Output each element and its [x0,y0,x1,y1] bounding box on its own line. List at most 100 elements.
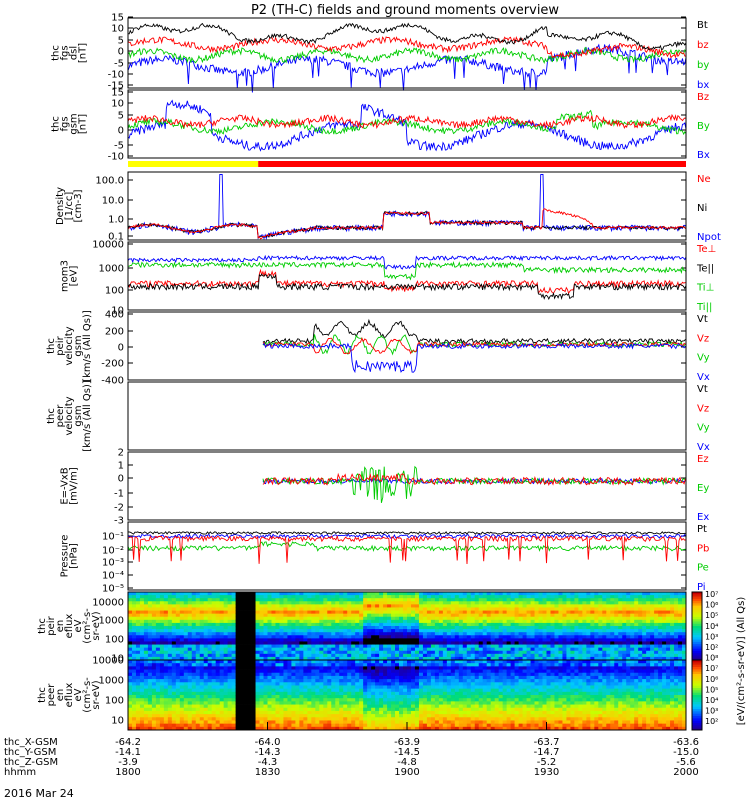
spectrogram-cell [323,701,328,705]
spectrogram-cell [303,601,308,605]
spectrogram-cell [319,635,324,639]
spectrogram-cell [430,632,436,636]
spectrogram-cell [351,592,356,596]
spectrogram-cell [498,613,504,618]
spectrogram-cell [171,723,177,728]
spectrogram-cell [223,622,229,627]
spectrogram-cell [143,641,149,645]
spectrogram-cell [171,717,177,721]
spectrogram-cell [255,635,260,639]
spectrogram-cell [227,619,233,624]
spectrogram-cell [466,604,472,608]
spectrogram-cell [407,598,412,602]
spectrogram-cell [570,641,575,645]
spectrogram-cell [239,622,244,627]
spectrogram-cell [195,610,201,615]
spectrogram-cell [327,629,332,633]
spectrogram-cell [151,629,157,633]
spectrogram-cell [630,647,635,652]
spectrogram-cell [175,714,181,718]
spectrogram-cell [502,613,508,618]
spectrogram-cell [315,635,320,639]
spectrogram-cell [371,656,376,661]
spectrogram-cell [570,601,575,605]
spectrogram-cell [682,635,687,639]
spectrogram-cell [227,669,233,674]
spectrogram-cell [195,595,201,599]
spectrogram-cell [430,622,436,627]
spectrogram-cell [526,616,531,621]
spectrogram-cell [367,629,372,633]
spectrogram-cell [682,650,687,655]
spectrogram-cell [430,644,436,649]
spectrogram-cell [279,644,284,649]
spectrogram-cell [395,688,400,693]
spectrogram-cell [534,629,539,633]
spectrogram-cell [199,638,205,642]
spectrogram-cell [546,644,551,649]
spectrogram-cell [351,717,356,721]
spectrogram-cell [594,650,599,655]
spectrogram-cell [131,604,137,608]
spectrogram-cell [395,720,400,725]
spectrogram-cell [331,644,336,649]
spectrogram-cell [418,650,424,655]
spectrogram-cell [219,660,225,664]
spectrogram-cell [139,663,145,667]
spectrogram-cell [578,656,583,661]
spectrogram-cell [367,695,372,699]
spectrogram-cell [307,641,312,645]
spectrogram-cell [303,666,308,670]
spectrogram-cell [279,604,284,608]
spectrogram-cell [514,650,519,655]
spectrogram-cell [271,635,276,639]
spectrogram-cell [167,691,173,696]
spectrogram-cell [662,653,667,658]
spectrogram-cell [271,647,276,652]
spectrogram-cell [582,641,587,645]
spectrogram-cell [267,720,272,725]
spectrogram-cell [147,710,153,715]
spectrogram-cell [375,650,380,655]
spectrogram-cell [630,619,635,624]
spectrogram-cell [315,650,320,655]
spectrogram-cell [391,610,396,615]
spectrogram-cell [303,647,308,652]
spectrogram-cell [558,635,563,639]
spectrogram-cell [414,595,420,599]
spectrogram-cell [339,653,344,658]
spectrogram-cell [191,650,197,655]
spectrogram-cell [662,647,667,652]
spectrogram-cell [263,707,268,712]
legend-density: Ni [697,203,707,214]
spectrogram-cell [674,616,679,621]
spectrogram-cell [139,598,145,602]
spectrogram-cell [163,641,169,645]
spectrogram-cell [666,613,671,618]
spectrogram-cell [662,616,667,621]
spectrogram-cell [578,616,583,621]
spectrogram-cell [335,720,340,725]
spectrogram-cell [287,704,292,709]
spectrogram-cell [259,638,264,642]
spectrogram-cell [315,610,320,615]
spectrogram-cell [470,644,476,649]
spectrogram-cell [395,653,400,658]
spectrogram-cell [347,613,352,618]
spectrogram-cell [267,626,272,630]
spectrogram-cell [510,604,516,608]
spectrogram-cell [235,726,240,731]
legend-temperature: Ti|| [696,302,712,313]
spectrogram-cell [159,616,165,621]
spectrogram-cell [271,660,276,664]
spectrogram-cell [347,682,352,686]
spectrogram-cell [458,616,464,621]
spectrogram-cell [247,707,252,712]
spectrogram-cell [331,685,336,690]
spectrogram-cell [235,723,240,728]
spectrogram-cell [143,682,149,686]
spectrogram-cell [259,626,264,630]
spectrogram-cell [674,647,679,652]
spectrogram-cell [171,626,177,630]
